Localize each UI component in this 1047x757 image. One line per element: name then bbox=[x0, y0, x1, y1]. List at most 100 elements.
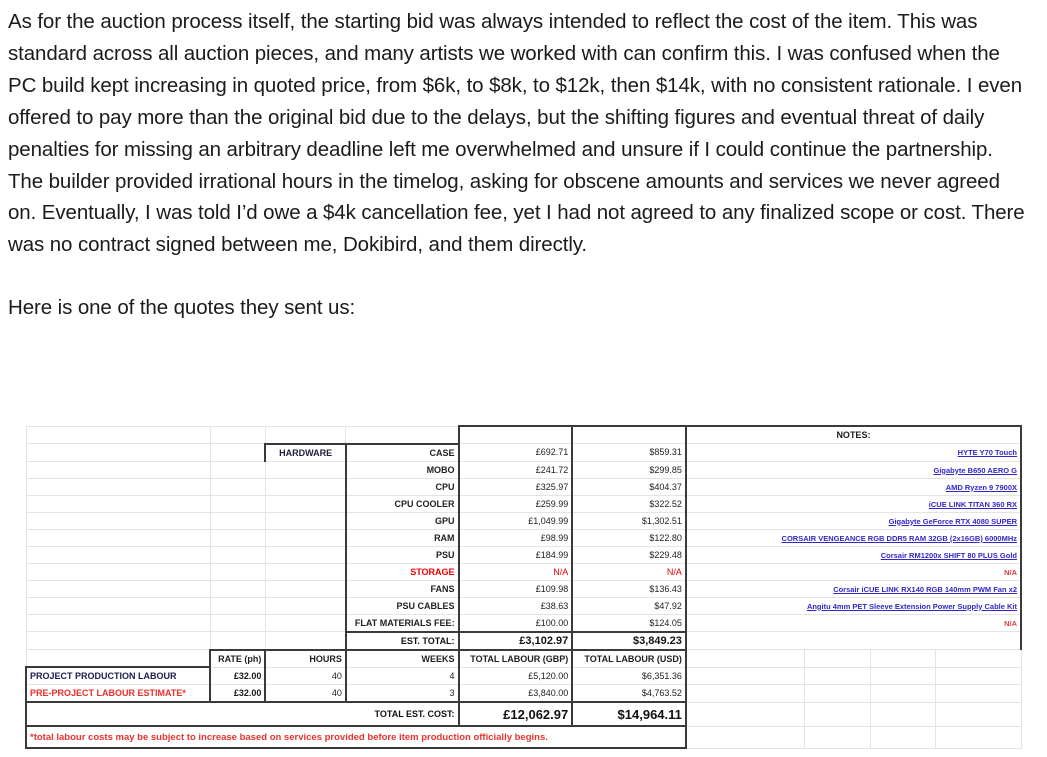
empty-cell bbox=[25, 596, 211, 615]
empty-cell bbox=[264, 460, 347, 479]
empty-cell bbox=[804, 725, 871, 749]
item-usd: $322.52 bbox=[571, 494, 687, 513]
item-label: RAM bbox=[344, 528, 460, 547]
table-row-labour-header: RATE (ph) HOURS WEEKS TOTAL LABOUR (GBP)… bbox=[25, 648, 1022, 668]
item-note: Corsair RM1200x SHIFT 80 PLUS Gold bbox=[684, 545, 1023, 564]
empty-cell bbox=[209, 494, 266, 513]
empty-cell bbox=[25, 545, 211, 564]
empty-cell bbox=[804, 649, 871, 668]
item-usd: $124.05 bbox=[571, 613, 687, 632]
grand-total-gbp: £12,062.97 bbox=[457, 701, 574, 727]
empty-cell bbox=[264, 477, 347, 496]
empty-cell bbox=[264, 528, 347, 547]
quote-spreadsheet: GBP USD NOTES: HARDWARE CASE £692.71 $85… bbox=[24, 425, 1023, 749]
est-total-usd: $3,849.23 bbox=[571, 630, 687, 651]
empty-cell bbox=[209, 613, 266, 632]
empty-cell bbox=[685, 649, 806, 668]
empty-cell bbox=[264, 494, 347, 513]
table-row: GPU £1,049.99 $1,302.51 Gigabyte GeForce… bbox=[25, 511, 1023, 530]
table-row-grand-total: TOTAL EST. COST: £12,062.97 $14,964.11 bbox=[25, 701, 1022, 727]
item-note: N/A bbox=[684, 613, 1023, 632]
header-usd: USD bbox=[571, 425, 687, 444]
note-link[interactable]: Angitu 4mm PET Sleeve Extension Power Su… bbox=[806, 601, 1017, 611]
grand-total-usd: $14,964.11 bbox=[571, 701, 687, 727]
item-label: STORAGE bbox=[344, 562, 460, 581]
table-row-footnote: *total labour costs may be subject to in… bbox=[25, 725, 1022, 749]
item-usd: $859.31 bbox=[571, 443, 687, 462]
item-label: CPU bbox=[344, 477, 460, 496]
note-link[interactable]: Corsair RM1200x SHIFT 80 PLUS Gold bbox=[880, 550, 1017, 560]
empty-cell bbox=[264, 579, 347, 598]
item-usd: $136.43 bbox=[571, 579, 687, 598]
table-row: MOBO £241.72 $299.85 Gigabyte B650 AERO … bbox=[25, 460, 1023, 479]
footnote-text: *total labour costs may be subject to in… bbox=[25, 725, 687, 749]
item-note: Gigabyte GeForce RTX 4080 SUPER bbox=[684, 511, 1023, 530]
item-gbp: £259.99 bbox=[457, 494, 574, 513]
table-row: FLAT MATERIALS FEE: £100.00 $124.05 N/A bbox=[25, 613, 1023, 632]
note-link[interactable]: Gigabyte B650 AERO G bbox=[933, 465, 1018, 475]
empty-cell bbox=[934, 725, 1022, 749]
narrative-text-block: As for the auction process itself, the s… bbox=[8, 6, 1030, 324]
item-gbp: £184.99 bbox=[457, 545, 574, 564]
item-gbp: N/A bbox=[457, 562, 574, 581]
empty-cell bbox=[685, 684, 806, 703]
empty-cell bbox=[264, 511, 347, 530]
item-label: GPU bbox=[344, 511, 460, 530]
item-usd: $299.85 bbox=[571, 460, 687, 479]
empty-cell bbox=[685, 725, 806, 749]
note-na: N/A bbox=[1004, 567, 1017, 577]
note-link[interactable]: Gigabyte GeForce RTX 4080 SUPER bbox=[888, 516, 1017, 526]
empty-cell bbox=[869, 666, 936, 685]
empty-cell bbox=[25, 528, 211, 547]
item-gbp: £38.63 bbox=[457, 596, 574, 615]
labour-total-gbp: £5,120.00 bbox=[457, 666, 574, 685]
note-na: N/A bbox=[1004, 618, 1017, 628]
quote-table: GBP USD NOTES: HARDWARE CASE £692.71 $85… bbox=[24, 425, 1023, 749]
empty-cell bbox=[869, 684, 936, 703]
empty-cell bbox=[869, 649, 936, 668]
item-label: PSU bbox=[344, 545, 460, 564]
empty-cell bbox=[264, 613, 347, 632]
empty-cell bbox=[264, 545, 347, 564]
header-gbp: GBP bbox=[457, 425, 574, 444]
table-row: PSU £184.99 $229.48 Corsair RM1200x SHIF… bbox=[25, 545, 1023, 564]
empty-note-cell bbox=[684, 631, 1023, 650]
empty-cell bbox=[25, 494, 211, 513]
empty-cell bbox=[209, 562, 266, 581]
empty-cell bbox=[25, 460, 211, 479]
item-gbp: £98.99 bbox=[457, 528, 574, 547]
note-link[interactable]: HYTE Y70 Touch bbox=[957, 448, 1017, 458]
labour-header-hours: HOURS bbox=[264, 648, 347, 668]
empty-cell bbox=[869, 725, 936, 749]
empty-cell bbox=[209, 443, 266, 462]
empty-cell bbox=[934, 666, 1022, 685]
item-usd: $47.92 bbox=[571, 596, 687, 615]
empty-cell bbox=[25, 613, 211, 632]
hardware-section-label: HARDWARE bbox=[264, 442, 347, 462]
item-note: HYTE Y70 Touch bbox=[684, 443, 1023, 462]
empty-cell bbox=[25, 443, 211, 462]
item-label: FLAT MATERIALS FEE: bbox=[344, 613, 460, 632]
empty-cell bbox=[345, 425, 460, 444]
table-row: PSU CABLES £38.63 $47.92 Angitu 4mm PET … bbox=[25, 596, 1023, 615]
labour-weeks: 3 bbox=[344, 684, 460, 703]
table-row: RAM £98.99 $122.80 CORSAIR VENGEANCE RGB… bbox=[25, 528, 1023, 547]
empty-cell bbox=[25, 477, 211, 496]
note-link[interactable]: AMD Ryzen 9 7900X bbox=[945, 482, 1017, 492]
labour-total-usd: $4,763.52 bbox=[571, 684, 687, 703]
empty-cell bbox=[264, 562, 347, 581]
item-gbp: £325.97 bbox=[457, 477, 574, 496]
header-notes: NOTES: bbox=[684, 425, 1023, 444]
table-row-labour: PRE-PROJECT LABOUR ESTIMATE* £32.00 40 3… bbox=[24, 684, 1022, 703]
empty-cell bbox=[934, 684, 1022, 703]
note-link[interactable]: iCUE LINK TITAN 360 RX bbox=[928, 499, 1017, 509]
empty-cell bbox=[804, 684, 871, 703]
item-note: CORSAIR VENGEANCE RGB DDR5 RAM 32GB (2x1… bbox=[684, 528, 1023, 547]
labour-header-weeks: WEEKS bbox=[344, 648, 460, 668]
note-link[interactable]: CORSAIR VENGEANCE RGB DDR5 RAM 32GB (2x1… bbox=[781, 533, 1017, 543]
empty-cell bbox=[25, 425, 211, 444]
item-gbp: £1,049.99 bbox=[457, 511, 574, 530]
empty-cell bbox=[209, 528, 266, 547]
note-link[interactable]: Corsair iCUE LINK RX140 RGB 140mm PWM Fa… bbox=[833, 584, 1017, 594]
item-gbp: £100.00 bbox=[457, 613, 574, 632]
